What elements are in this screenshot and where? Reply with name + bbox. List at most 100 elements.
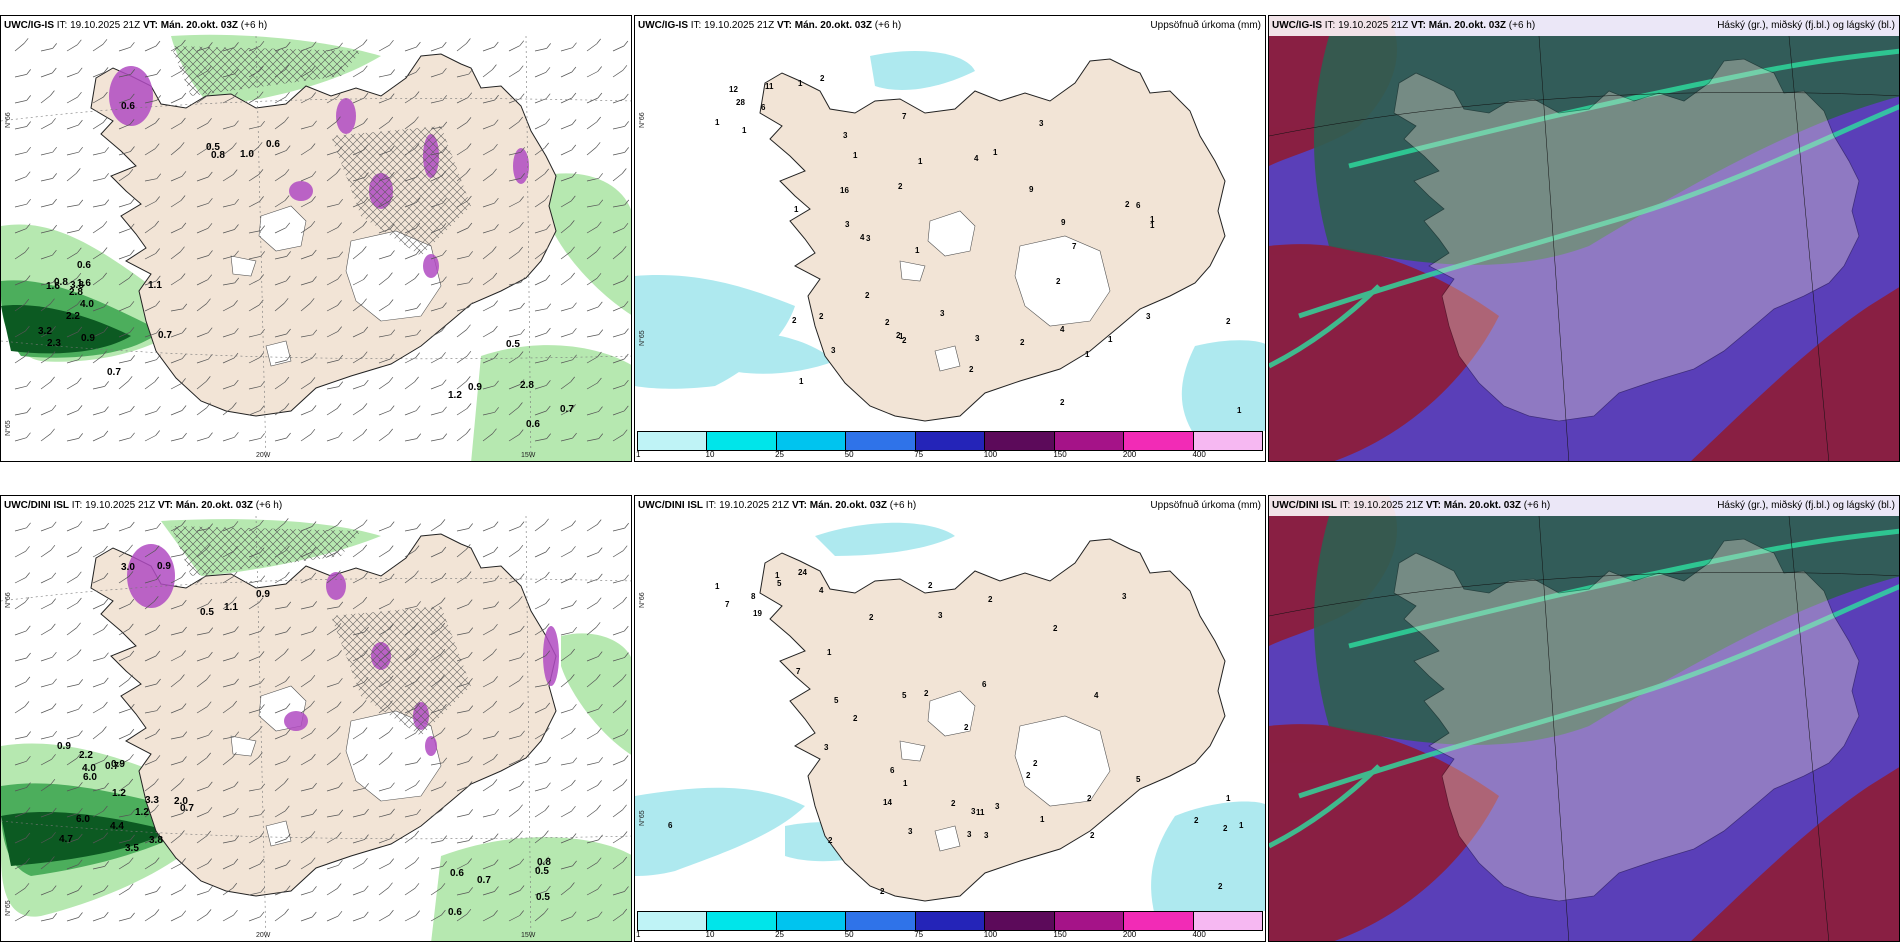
graticule xyxy=(1,35,631,461)
precip-value-label: 6.0 xyxy=(83,772,97,783)
issue-time: 19.10.2025 21Z xyxy=(1338,20,1409,31)
wind-barbs xyxy=(14,38,630,442)
panel-field-title: Háský (gr.), miðský (fj.bl.) og lágský (… xyxy=(1717,20,1895,31)
panel-model: UWC/IG-IS xyxy=(638,20,688,31)
colorbar-swatch xyxy=(846,912,916,930)
accumulated-precip-label: 4 xyxy=(1060,325,1065,334)
accumulated-precip-label: 24 xyxy=(798,568,807,577)
accumulated-precip-label: 8 xyxy=(751,592,756,601)
value-labels: 1172419854452223212323532223223114711365… xyxy=(668,568,1244,896)
colorbar-tick-label: 400 xyxy=(1192,450,1206,459)
cloud-band xyxy=(1269,528,1899,849)
accumulated-precip-label: 1 xyxy=(798,79,803,88)
graticule xyxy=(1,515,631,941)
colorbar-swatch xyxy=(846,432,916,450)
accumulated-precip-label: 4 xyxy=(819,586,824,595)
accumulated-precip-label: 3 xyxy=(831,346,836,355)
precip-value-label: 1.6 xyxy=(77,278,91,289)
lead-time: (+6 h) xyxy=(255,500,283,511)
panel-header: UWC/DINI ISL IT: 19.10.2025 21Z VT: Mán.… xyxy=(1269,496,1899,516)
accumulated-precip-label: 1 xyxy=(1150,221,1155,230)
accumulated-precip-label: 6 xyxy=(668,821,673,830)
cloud-map-panel: UWC/DINI ISL IT: 19.10.2025 21Z VT: Mán.… xyxy=(1268,495,1900,942)
accumulated-precip-label: 6 xyxy=(761,103,766,112)
precip-value-label: 4.7 xyxy=(59,834,73,845)
accumulated-precip-label: 1 xyxy=(827,648,832,657)
axis-lat-label: N°66 xyxy=(639,112,646,128)
valid-time: Mán. 20.okt. 03Z xyxy=(809,500,887,511)
colorbar-tick-label: 100 xyxy=(983,450,998,459)
issue-time: 19.10.2025 21Z xyxy=(70,20,141,31)
accumulated-precip-label: 6 xyxy=(982,680,987,689)
accumulated-precip-label: 2 xyxy=(1223,824,1228,833)
accumulated-precip-label: 4 xyxy=(860,233,865,242)
precip-value-label: 4.0 xyxy=(80,299,94,310)
colorbar-swatch xyxy=(1124,912,1194,930)
precip-map-panel: 1 1 7 24 19 8 5 4 4 5 2 2 2 3 2 1 2 3 2 3 5 3 2 2 2 3 2 2 3 1 14 7 11 3 6 5… xyxy=(634,495,1266,942)
precip-value-label: 0.9 xyxy=(81,333,95,344)
precip-value-label: 4.4 xyxy=(110,821,124,832)
precip-field xyxy=(635,522,1265,916)
colorbar-tick-label: 200 xyxy=(1122,450,1137,459)
issue-time-label: IT: xyxy=(1324,20,1336,31)
accumulated-precip-label: 1 xyxy=(715,582,720,591)
valid-time: Mán. 20.okt. 03Z xyxy=(1428,20,1506,31)
precip-value-label: 0.6 xyxy=(77,260,91,271)
cloud-map xyxy=(1269,496,1899,941)
accumulated-precip-label: 11 xyxy=(765,82,774,91)
panel-model: UWC/IG-IS xyxy=(4,20,54,31)
precip-field xyxy=(635,51,1265,436)
colorbar-tick-label: 75 xyxy=(914,930,924,939)
panel-header: UWC/IG-IS IT: 19.10.2025 21Z VT: Mán. 20… xyxy=(1269,16,1899,36)
accumulated-precip-label: 2 xyxy=(1033,759,1038,768)
issue-time: 19.10.2025 21Z xyxy=(85,500,156,511)
high-cloud-field xyxy=(1314,36,1899,265)
precip-value-label: 1.1 xyxy=(224,602,238,613)
axis-lat-label: N°66 xyxy=(5,592,12,608)
accumulated-precip-label: 2 xyxy=(964,723,969,732)
precip-value-label: 1.2 xyxy=(112,788,126,799)
axis-lon-label: 20W xyxy=(256,452,271,459)
accumulated-precip-label: 3 xyxy=(1146,312,1151,321)
axis-lat-label: N°65 xyxy=(639,330,646,346)
panel-header: UWC/IG-IS IT: 19.10.2025 21Z VT: Mán. 20… xyxy=(1,16,631,36)
graticule xyxy=(1269,35,1899,461)
precip-colorbar: 1 10 25 50 75 100 150 200 400 xyxy=(635,431,1265,461)
iceland-outline xyxy=(1393,538,1860,902)
accumulated-precip-label: 2 xyxy=(869,613,874,622)
precip-map: 1172419854452223212323532223223114711365… xyxy=(635,496,1265,941)
colorbar-tick-label: 1 xyxy=(636,450,641,459)
colorbar-swatch xyxy=(1054,432,1125,450)
colorbar-tick-label: 1 xyxy=(636,930,641,939)
precip-value-label: 0.5 xyxy=(535,866,549,877)
accumulated-precip-label: 2 xyxy=(865,291,870,300)
accumulated-precip-label: 1 xyxy=(1150,215,1155,224)
precip-value-label: 0.6 xyxy=(266,139,280,150)
accumulated-precip-label: 6 xyxy=(890,766,895,775)
graticule xyxy=(1269,515,1899,941)
precip-value-label: 0.5 xyxy=(206,142,220,153)
precip-value-label: 0.8 xyxy=(537,857,551,868)
precip-value-label: 0.8 xyxy=(211,150,225,161)
precip-value-label: 0.5 xyxy=(506,339,520,350)
lead-time: (+6 h) xyxy=(874,20,902,31)
valid-time: Mán. 20.okt. 03Z xyxy=(160,20,238,31)
accumulated-precip-label: 3 xyxy=(938,611,943,620)
accumulated-precip-label: 5 xyxy=(902,691,907,700)
precip-value-label: 0.9 xyxy=(256,589,270,600)
accumulated-precip-label: 19 xyxy=(753,609,762,618)
accumulated-precip-label: 1 xyxy=(1226,794,1231,803)
colorbar-tick-label: 150 xyxy=(1053,930,1067,939)
cloud-map xyxy=(1269,16,1899,461)
iceland-land xyxy=(759,538,1226,902)
accumulated-precip-label: 2 xyxy=(988,595,993,604)
cloud-map-panel: UWC/IG-IS IT: 19.10.2025 21Z VT: Mán. 20… xyxy=(1268,15,1900,462)
colorbar-tick-label: 400 xyxy=(1192,930,1206,939)
wind-map: 3.00.90.90.5 1.12.22.04.44.06.03.84.76.01… xyxy=(1,496,631,941)
lead-time: (+6 h) xyxy=(889,500,917,511)
accumulated-precip-label: 2 xyxy=(1056,277,1061,286)
accumulated-precip-label: 14 xyxy=(883,798,892,807)
colorbar-tick-label: 150 xyxy=(1053,450,1067,459)
colorbar-tick-label: 100 xyxy=(983,930,998,939)
